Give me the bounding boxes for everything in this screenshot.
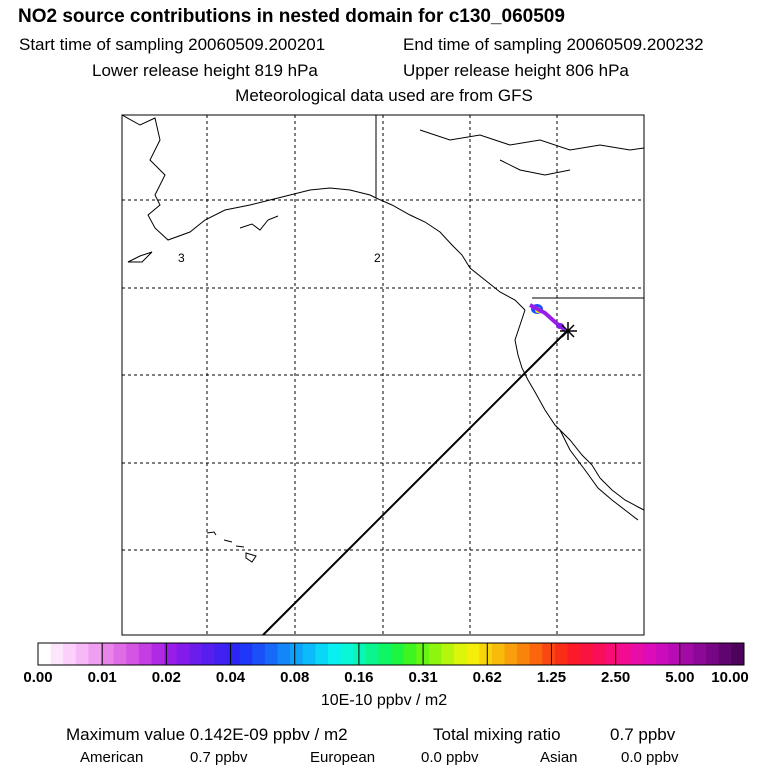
colorbar-tick-label: 0.08 bbox=[280, 669, 310, 686]
total-mixing-label: Total mixing ratio bbox=[433, 725, 561, 744]
colorbar-tick-label: 0.02 bbox=[151, 669, 181, 686]
colorbar-swatch bbox=[227, 643, 241, 665]
source-european-name: European bbox=[310, 749, 376, 766]
source-asian-value: 0.0 ppbv bbox=[621, 749, 679, 766]
colorbar-swatch bbox=[151, 643, 165, 665]
upper-height-text: Upper release height 806 hPa bbox=[403, 61, 629, 80]
colorbar-swatch bbox=[75, 643, 89, 665]
colorbar-swatch bbox=[466, 643, 480, 665]
colorbar-swatch bbox=[164, 643, 178, 665]
colorbar-swatch bbox=[567, 643, 581, 665]
colorbar-swatch bbox=[63, 643, 77, 665]
no2-plume bbox=[529, 303, 567, 332]
colorbar-swatch bbox=[718, 643, 732, 665]
colorbar-swatch bbox=[126, 643, 140, 665]
colorbar-swatch bbox=[630, 643, 644, 665]
colorbar-tick-label: 10.00 bbox=[711, 669, 749, 686]
colorbar-swatch bbox=[214, 643, 228, 665]
colorbar-swatch bbox=[617, 643, 632, 665]
colorbar-frame bbox=[37, 642, 745, 666]
colorbar-swatch bbox=[113, 643, 127, 665]
colorbar-swatch bbox=[428, 643, 442, 665]
colorbar-swatch bbox=[315, 643, 329, 665]
colorbar-swatch bbox=[277, 643, 291, 665]
colorbar-tick-label: 0.04 bbox=[215, 669, 246, 686]
colorbar-swatch bbox=[38, 643, 52, 665]
region-label-3: 3 bbox=[178, 251, 185, 265]
lower-height-text: Lower release height 819 hPa bbox=[92, 61, 318, 80]
colorbar-swatch bbox=[239, 643, 253, 665]
colorbar-tick-label: 2.50 bbox=[601, 669, 631, 686]
release-point-marker bbox=[560, 322, 577, 340]
colorbar-swatch bbox=[302, 643, 316, 665]
colorbar-swatch bbox=[138, 643, 152, 665]
total-mixing-value: 0.7 ppbv bbox=[610, 725, 676, 744]
colorbar bbox=[37, 642, 745, 666]
colorbar-tick-label: 0.00 bbox=[23, 669, 53, 686]
colorbar-tick-label: 5.00 bbox=[665, 669, 695, 686]
colorbar-swatch bbox=[50, 643, 64, 665]
colorbar-swatch bbox=[731, 643, 745, 665]
colorbar-swatch bbox=[643, 643, 657, 665]
max-value-text: Maximum value 0.142E-09 ppbv / m2 bbox=[66, 725, 348, 744]
colorbar-swatch bbox=[605, 643, 619, 665]
colorbar-swatch bbox=[327, 643, 342, 665]
region-label-2: 2 bbox=[374, 251, 381, 265]
colorbar-swatch bbox=[252, 643, 266, 665]
source-american-name: American bbox=[80, 749, 144, 766]
colorbar-swatch bbox=[491, 643, 505, 665]
colorbar-swatch bbox=[592, 643, 606, 665]
plot-title: NO2 source contributions in nested domai… bbox=[18, 6, 565, 27]
units-label: 10E-10 ppbv / m2 bbox=[320, 692, 448, 709]
colorbar-swatch bbox=[655, 643, 669, 665]
colorbar-swatch bbox=[517, 643, 531, 665]
colorbar-swatch bbox=[454, 643, 468, 665]
colorbar-swatch bbox=[201, 643, 215, 665]
colorbar-swatch bbox=[378, 643, 392, 665]
colorbar-swatch bbox=[101, 643, 115, 665]
colorbar-swatch bbox=[504, 643, 518, 665]
colorbar-swatch bbox=[706, 643, 720, 665]
colorbar-swatch bbox=[580, 643, 594, 665]
colorbar-swatch bbox=[441, 643, 455, 665]
coastlines bbox=[121, 114, 645, 563]
colorbar-swatch bbox=[340, 643, 354, 665]
end-time-text: End time of sampling 20060509.200232 bbox=[403, 35, 704, 54]
start-time-text: Start time of sampling 20060509.200201 bbox=[19, 35, 326, 54]
total-mixing-ratio: Total mixing ratio 0.7 ppbv bbox=[433, 725, 675, 745]
colorbar-tick-label: 0.01 bbox=[87, 669, 117, 686]
colorbar-swatch bbox=[88, 643, 102, 665]
colorbar-swatch bbox=[403, 643, 417, 665]
source-european-value: 0.0 ppbv bbox=[421, 749, 479, 766]
colorbar-swatch bbox=[542, 643, 556, 665]
colorbar-swatch bbox=[693, 643, 707, 665]
colorbar-swatch bbox=[479, 643, 493, 665]
source-asian-name: Asian bbox=[540, 749, 578, 766]
colorbar-swatch bbox=[189, 643, 203, 665]
colorbar-tick-label: 0.62 bbox=[472, 669, 502, 686]
colorbar-swatch bbox=[290, 643, 304, 665]
colorbar-swatch bbox=[680, 643, 695, 665]
met-data-text: Meteorological data used are from GFS bbox=[235, 86, 533, 105]
colorbar-tick-label: 0.31 bbox=[408, 669, 438, 686]
colorbar-swatch bbox=[353, 643, 367, 665]
grid-lines bbox=[122, 115, 644, 635]
colorbar-swatch bbox=[529, 643, 543, 665]
source-american-value: 0.7 ppbv bbox=[190, 749, 248, 766]
colorbar-swatch bbox=[554, 643, 568, 665]
colorbar-swatch bbox=[668, 643, 682, 665]
colorbar-swatch bbox=[391, 643, 405, 665]
colorbar-tick-label: 1.25 bbox=[536, 669, 567, 686]
colorbar-swatch bbox=[264, 643, 279, 665]
colorbar-swatch bbox=[365, 643, 379, 665]
colorbar-tick-label: 0.16 bbox=[344, 669, 374, 686]
colorbar-swatch bbox=[176, 643, 190, 665]
trajectory-line bbox=[262, 329, 569, 636]
